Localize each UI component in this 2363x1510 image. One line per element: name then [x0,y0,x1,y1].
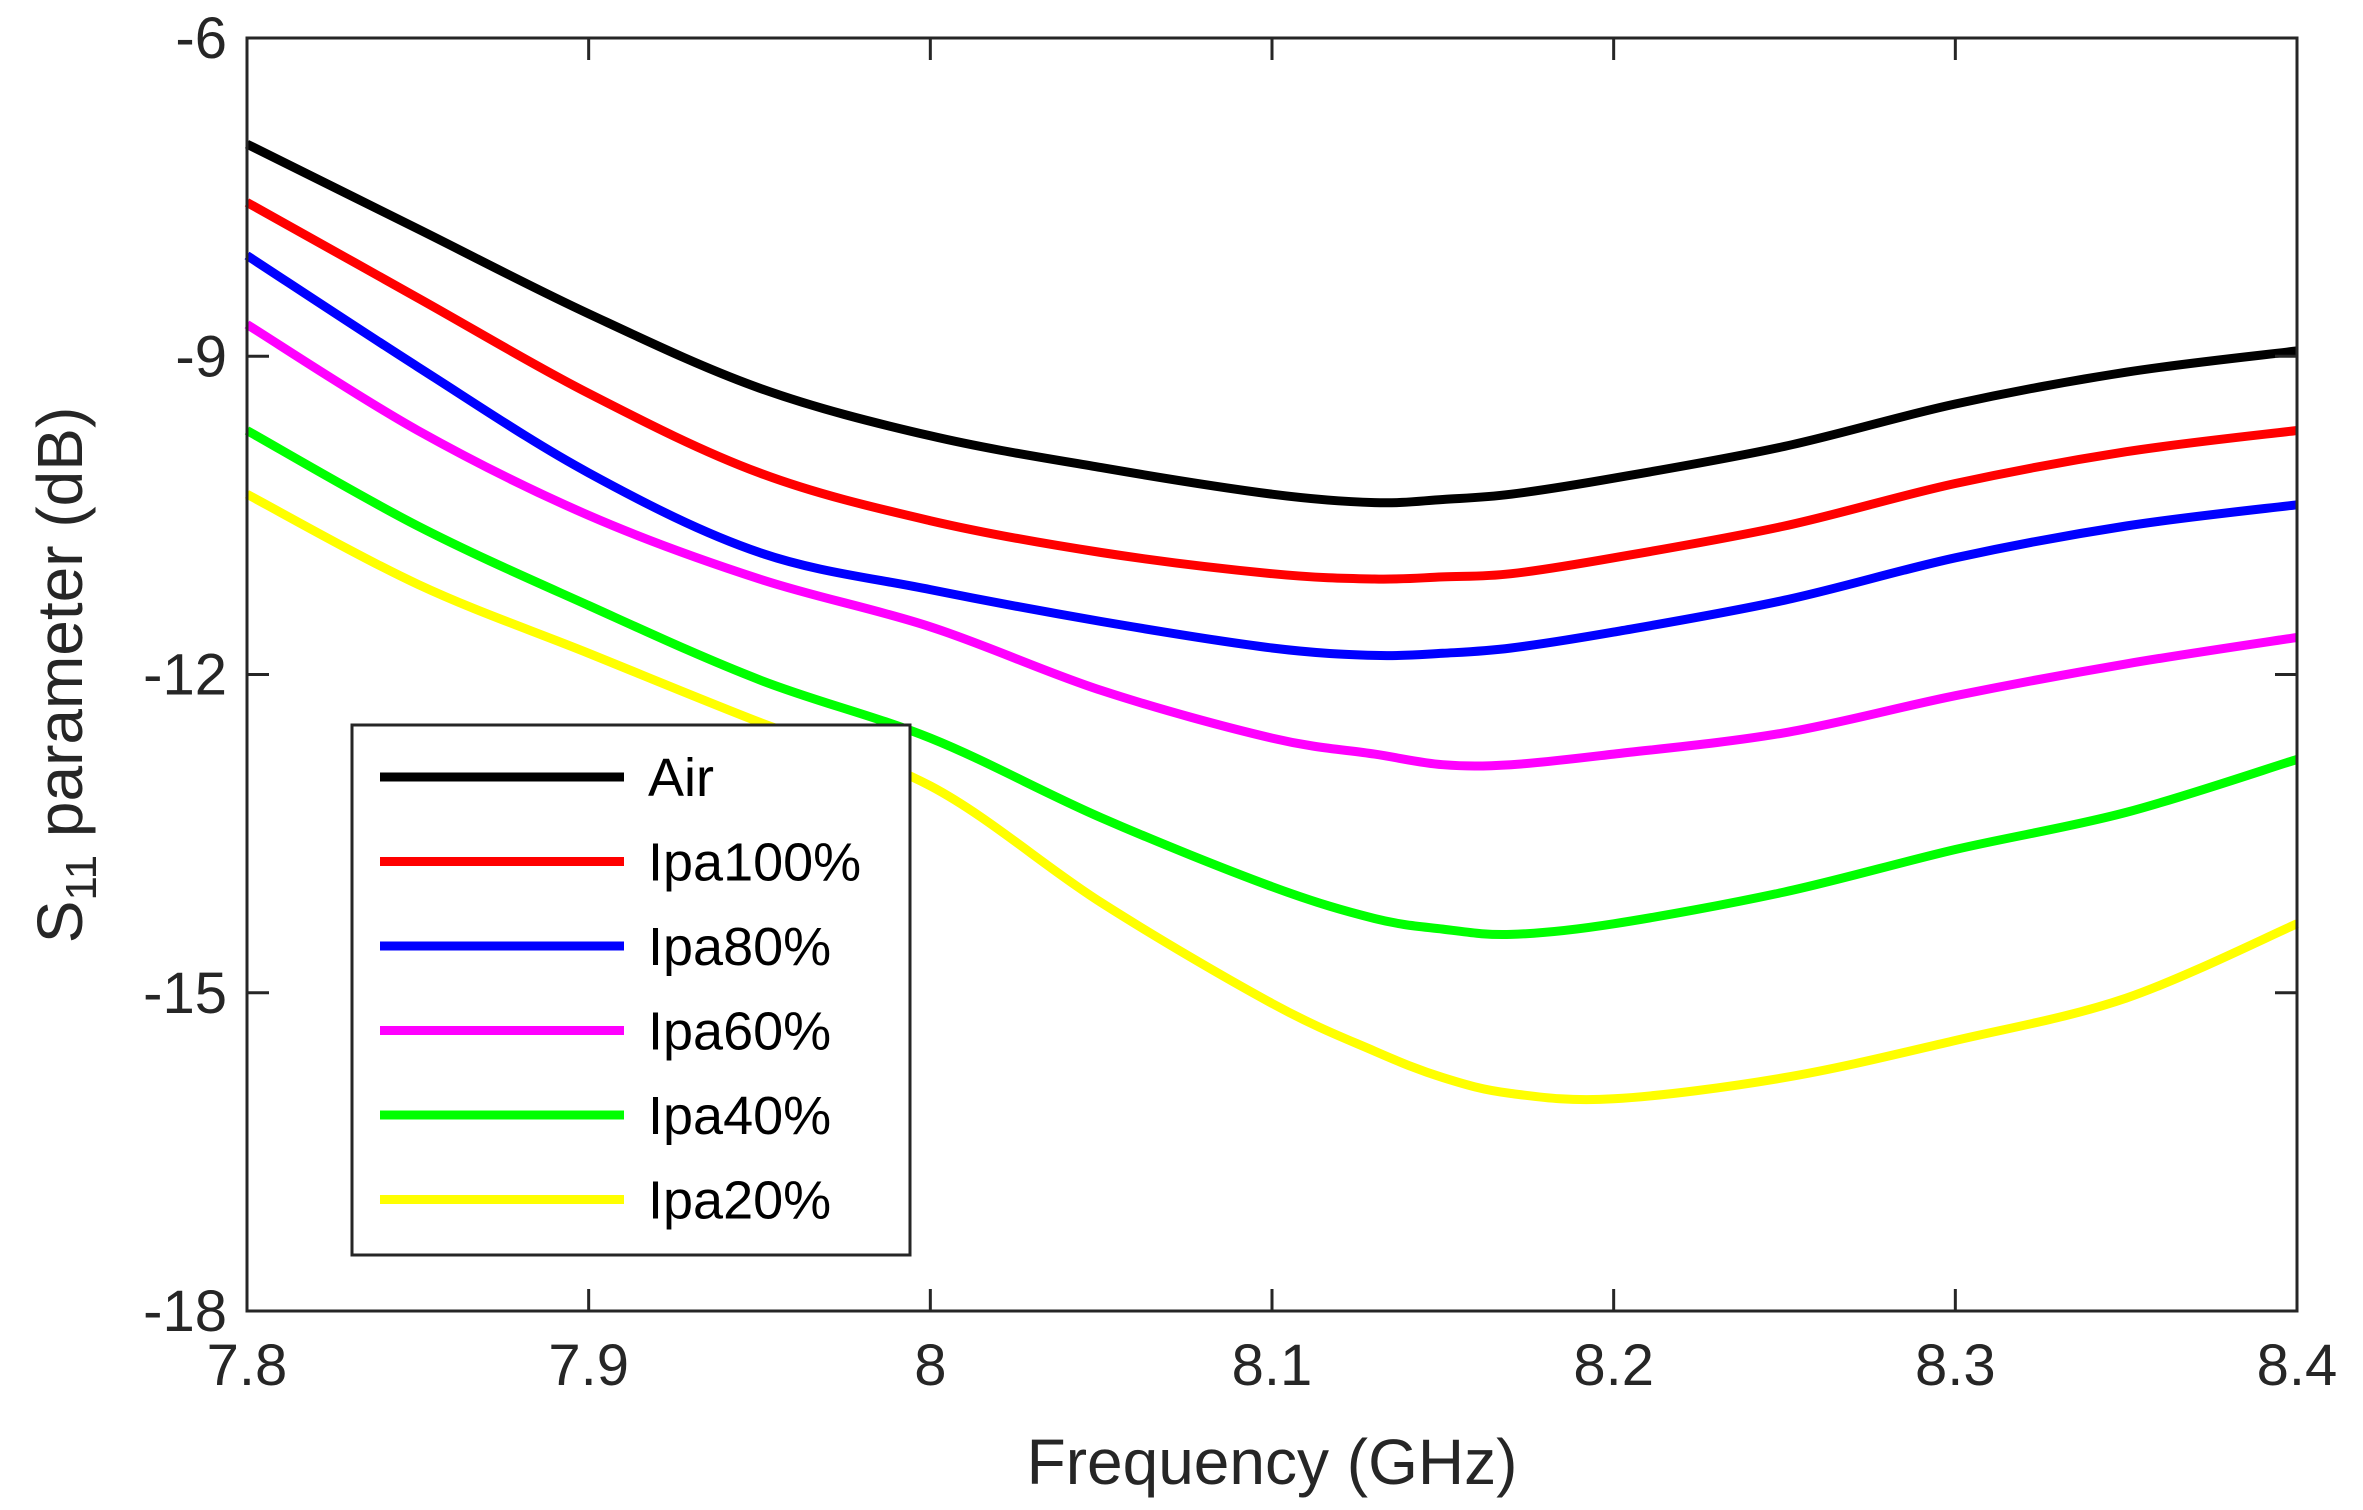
series-line-ipa80pct [244,251,2298,661]
y-axis-label: S11 parameter (dB) [24,407,106,944]
x-tick-label: 8.2 [1573,1333,1654,1398]
y-tick-label: -18 [143,1279,227,1344]
series-line-air [245,140,2298,508]
y-tick-label: -12 [143,643,227,708]
legend: Air Ipa100% Ipa80% Ipa60% Ipa40% Ipa20% [350,723,912,1257]
y-axis-label-rest: parameter (dB) [24,407,96,855]
legend-label-ipa100pct: Ipa100% [648,833,861,893]
series-line-ipa100pct [244,198,2298,584]
x-tick-label: 8 [914,1333,946,1398]
series-line-ipa60pct [244,320,2298,771]
legend-label-ipa20pct: Ipa20% [648,1171,831,1231]
x-tick-label: 7.8 [207,1333,288,1398]
y-tick-label: -6 [175,6,227,71]
series-line-ipa20pct [244,490,2299,1105]
legend-box [350,723,912,1257]
legend-label-ipa40pct: Ipa40% [648,1086,831,1146]
y-tick-label: -9 [175,324,227,389]
series-layer [244,140,2299,1105]
x-tick-label: 8.1 [1232,1333,1313,1398]
y-axis-label-main: S [24,901,96,944]
x-tick-label: 7.9 [548,1333,629,1398]
x-tick-label: 8.4 [2257,1333,2338,1398]
legend-label-ipa60pct: Ipa60% [648,1002,831,1062]
legend-label-ipa80pct: Ipa80% [648,917,831,977]
legend-label-air: Air [648,748,714,808]
x-tick-label: 8.3 [1915,1333,1996,1398]
y-axis-label-subscript: 11 [57,855,106,901]
tick-layer: 7.8 7.9 8 8.1 8.2 8.3 8.4 -6 -9 -12 -15 -18 [143,6,2337,1398]
series-line-ipa40pct [244,426,2299,940]
x-axis-label: Frequency (GHz) [1027,1426,1518,1498]
y-tick-label: -15 [143,961,227,1026]
